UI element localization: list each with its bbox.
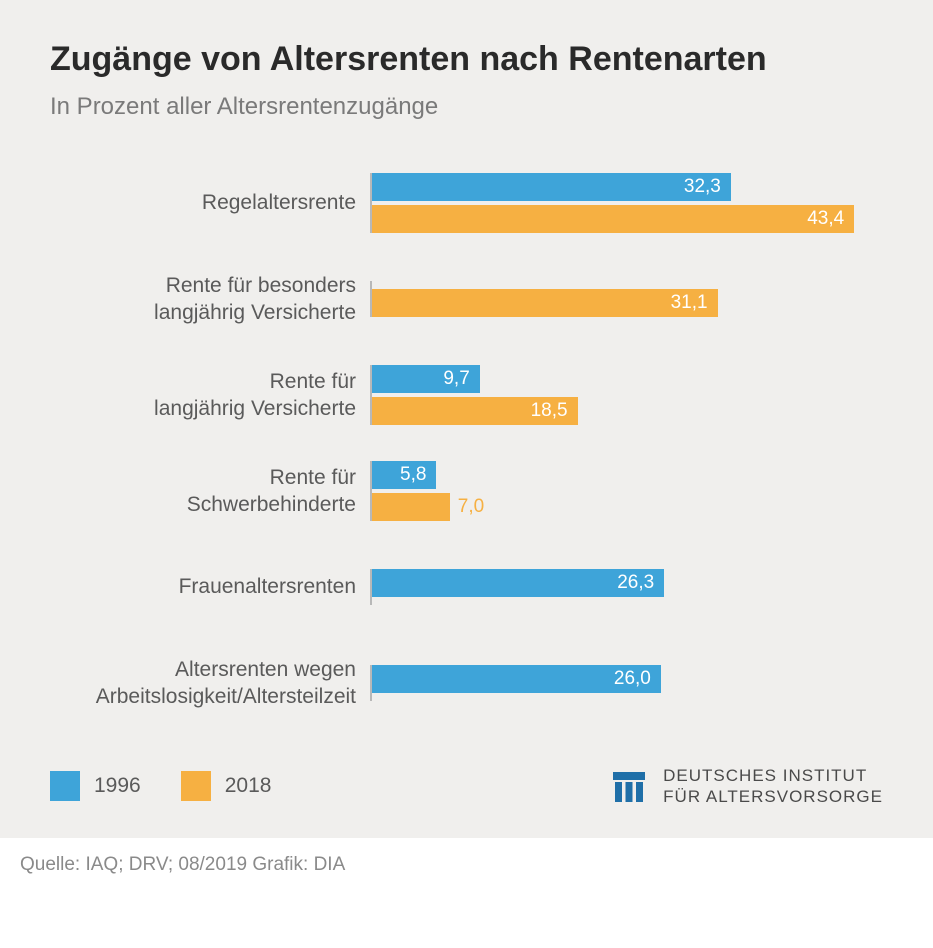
source-text: Quelle: IAQ; DRV; 08/2019 Grafik: DIA — [0, 838, 933, 888]
chart-row: Regelaltersrente 32,3 43,4 — [60, 171, 883, 235]
bar — [372, 697, 883, 701]
logo-text: DEUTSCHES INSTITUT FÜR ALTERSVORSORGE — [663, 765, 883, 808]
bar-value: 5,8 — [400, 464, 426, 486]
bar: 26,0 — [372, 665, 661, 693]
bar: 7,0 — [372, 493, 450, 521]
bar-value: 43,4 — [807, 208, 844, 230]
bar-value: 32,3 — [684, 176, 721, 198]
bar: 31,1 — [372, 289, 718, 317]
category-label: Regelaltersrente — [60, 189, 370, 216]
chart-row: Frauenaltersrenten 26,3 — [60, 555, 883, 619]
chart-container: Zugänge von Altersrenten nach Rentenarte… — [0, 0, 933, 838]
category-label: Rente für besonderslangjährig Versichert… — [60, 272, 370, 327]
bar-group: 9,7 18,5 — [370, 365, 883, 425]
bar-group: 32,3 43,4 — [370, 173, 883, 233]
bar-group: 31,1 — [370, 281, 883, 317]
bar-group: 26,3 — [370, 569, 883, 605]
category-label: Rente fürSchwerbehinderte — [60, 464, 370, 519]
category-label: Rente fürlangjährig Versicherte — [60, 368, 370, 423]
bar-value: 18,5 — [531, 400, 568, 422]
bar-group: 5,8 7,0 — [370, 461, 883, 521]
logo-line1: DEUTSCHES INSTITUT — [663, 765, 883, 786]
chart-row: Rente für besonderslangjährig Versichert… — [60, 267, 883, 331]
bar — [372, 281, 883, 285]
chart-footer: 1996 2018 DEUTSCHES INSTITUT FÜR ALTERSVO… — [50, 765, 883, 808]
legend-swatch — [50, 771, 80, 801]
chart-row: Rente fürlangjährig Versicherte 9,7 18,5 — [60, 363, 883, 427]
category-label: Frauenaltersrenten — [60, 573, 370, 600]
legend-label: 1996 — [94, 774, 141, 798]
legend-swatch — [181, 771, 211, 801]
logo-icon — [609, 766, 649, 806]
chart-title: Zugänge von Altersrenten nach Rentenarte… — [50, 40, 883, 79]
logo: DEUTSCHES INSTITUT FÜR ALTERSVORSORGE — [609, 765, 883, 808]
bar: 26,3 — [372, 569, 664, 597]
bar-value: 26,0 — [614, 668, 651, 690]
bar: 5,8 — [372, 461, 436, 489]
logo-line2: FÜR ALTERSVORSORGE — [663, 786, 883, 807]
bar-value: 7,0 — [458, 496, 484, 518]
bar: 18,5 — [372, 397, 578, 425]
bar: 43,4 — [372, 205, 854, 233]
legend-item: 1996 — [50, 771, 141, 801]
bar-value: 31,1 — [671, 292, 708, 314]
bar-chart: Regelaltersrente 32,3 43,4 Rente für besond… — [60, 171, 883, 715]
bar-value: 9,7 — [443, 368, 469, 390]
bar-value: 26,3 — [617, 572, 654, 594]
chart-row: Altersrenten wegenArbeitslosigkeit/Alter… — [60, 651, 883, 715]
bar-group: 26,0 — [370, 665, 883, 701]
legend-label: 2018 — [225, 774, 272, 798]
bar: 32,3 — [372, 173, 731, 201]
chart-row: Rente fürSchwerbehinderte 5,8 7,0 — [60, 459, 883, 523]
bar: 9,7 — [372, 365, 480, 393]
legend: 1996 2018 — [50, 771, 271, 801]
bar — [372, 601, 883, 605]
legend-item: 2018 — [181, 771, 272, 801]
chart-subtitle: In Prozent aller Altersrentenzugänge — [50, 93, 883, 121]
category-label: Altersrenten wegenArbeitslosigkeit/Alter… — [60, 656, 370, 711]
